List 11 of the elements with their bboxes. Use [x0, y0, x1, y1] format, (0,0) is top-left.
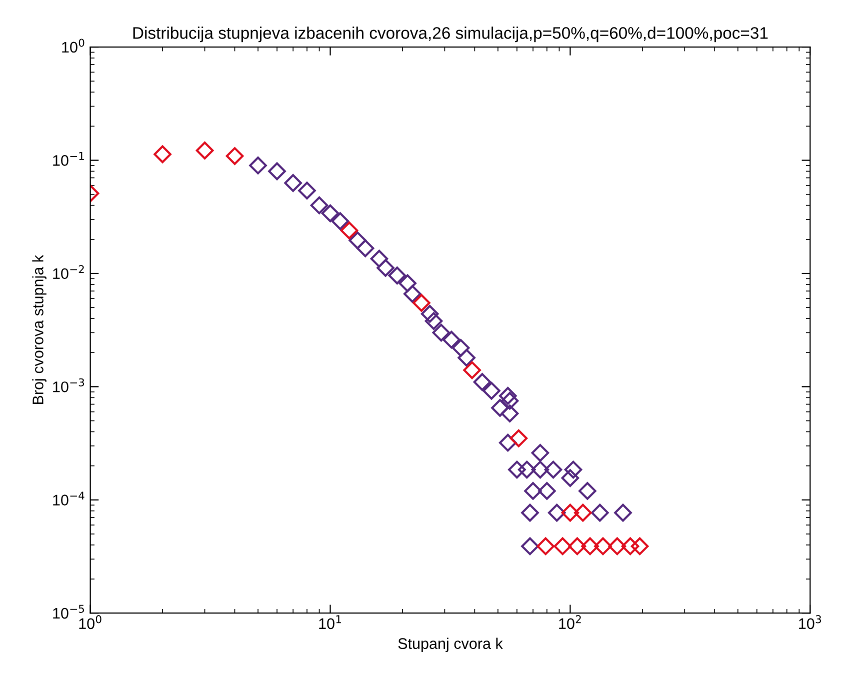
- y-tick-label: 10$^{−2}$: [53, 265, 84, 280]
- x-tick-label: 10$^{3}$: [799, 615, 821, 630]
- y-axis-title: Broj cvorova stupnja k: [32, 254, 46, 404]
- y-tick-label: 10$^{−3}$: [53, 378, 84, 392]
- y-tick-label: 10$^{0}$: [62, 38, 84, 53]
- x-tick-label: 10$^{1}$: [319, 615, 341, 630]
- chart-title: Distribucija stupnjeva izbacenih cvorova,26 simulacija,p=50%,q=60%,d=100%,poc=31: [133, 26, 768, 42]
- y-tick-label: 10$^{−1}$: [53, 152, 84, 166]
- x-axis-title: Stupanj cvora k: [398, 638, 503, 652]
- y-tick-label: 10$^{−4}$: [53, 492, 84, 506]
- x-tick-label: 10$^{2}$: [559, 615, 581, 630]
